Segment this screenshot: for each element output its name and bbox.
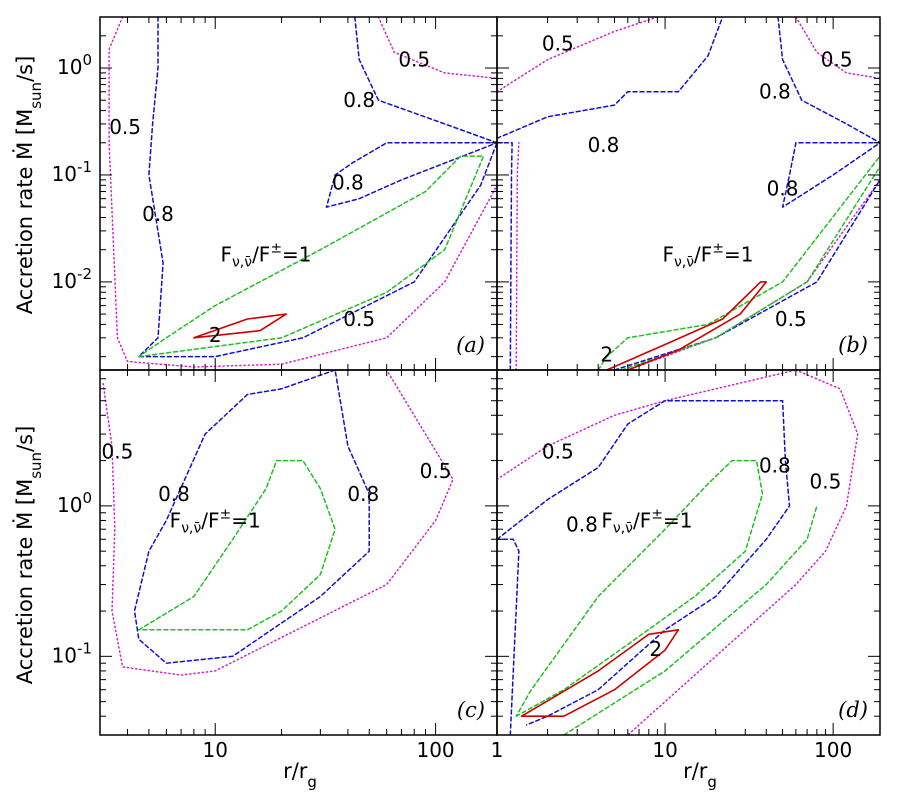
- panel-frame: [99, 369, 498, 736]
- contour-label: 0.8: [759, 80, 791, 104]
- x-tick-label: 1: [491, 738, 504, 762]
- contour-label: 0.5: [109, 115, 141, 139]
- contour-2: [606, 281, 768, 370]
- contour-lines: [497, 370, 859, 735]
- y-tick-label: 10-2: [52, 265, 92, 293]
- flux-ratio-label: Fν,ν̄/F±=1: [220, 241, 311, 271]
- contour-label: 2: [649, 637, 662, 661]
- contour-0.8: [497, 17, 724, 140]
- contour-label: 0.5: [821, 48, 853, 72]
- contour-2: [193, 313, 287, 339]
- ticks: [496, 369, 880, 736]
- contour-label: 2: [209, 323, 222, 347]
- contour-lines: [108, 17, 497, 368]
- x-tick-label: 100: [416, 738, 454, 762]
- x-tick-label: 10: [652, 738, 677, 762]
- panel-a: 100 10-1 10-2 0.5 0.8 0.8 0.5 0.8 0.5 2 Fν,ν̄/F±=1…: [52, 16, 498, 371]
- contour-0.5: [102, 370, 454, 676]
- contour-label: 0.8: [142, 202, 174, 226]
- panel-b: 0.5 0.5 0.8 0.8 0.8 0.5 2 Fν,ν̄/F±=1 (b): [496, 16, 881, 371]
- contour-label: 0.8: [566, 513, 598, 537]
- contour-label: 0.8: [759, 454, 791, 478]
- contour-label: 0.8: [588, 133, 620, 157]
- panels-group: 100 10-1 10-2 0.5 0.8 0.8 0.5 0.8 0.5 2 Fν,ν̄/F±=1…: [52, 16, 881, 762]
- contour-label: 0.5: [398, 48, 430, 72]
- flux-ratio-label: Fν,ν̄/F±=1: [170, 506, 261, 536]
- ticks: [496, 16, 880, 370]
- panel-frame: [496, 369, 881, 736]
- contour-0.8: [497, 142, 513, 370]
- contour-0.8: [354, 17, 497, 144]
- ticks: [99, 369, 497, 736]
- contour-lines: [497, 17, 880, 370]
- panel-label: (b): [838, 333, 868, 357]
- contour-label: 0.5: [775, 307, 807, 331]
- contour-0.5: [627, 370, 859, 735]
- contour-0.5: [108, 17, 497, 368]
- contour-0.8: [781, 142, 880, 208]
- contour-0.8: [138, 17, 497, 358]
- contour-0.5: [497, 370, 797, 481]
- contour-label: 0.5: [810, 470, 842, 494]
- flux-ratio-label: Fν,ν̄/F±=1: [662, 241, 753, 271]
- contour-label: 0.5: [542, 439, 574, 463]
- panel-c: 10 100 100 10-1 0.5 0.8 0.8 0.5 Fν,ν̄/F±=1 (c): [52, 369, 498, 762]
- contour-2: [520, 629, 680, 717]
- panel-label: (a): [456, 333, 485, 357]
- contour-1: [138, 155, 485, 358]
- contour-label: 0.5: [102, 439, 134, 463]
- panel-label: (c): [457, 698, 485, 722]
- contour-lines: [102, 370, 454, 676]
- contour-0.8: [497, 399, 791, 726]
- x-axis-label-left: r/rg: [283, 759, 317, 791]
- contour-0.8: [777, 17, 880, 144]
- contour-0.8: [133, 370, 370, 664]
- contour-0.8: [497, 538, 520, 735]
- flux-ratio-label: Fν,ν̄/F±=1: [601, 506, 692, 536]
- contour-1: [515, 459, 764, 717]
- contour-0.5: [627, 179, 880, 370]
- contour-label: 2: [600, 342, 613, 366]
- y-tick-label: 100: [57, 489, 92, 517]
- ticks: [99, 16, 497, 370]
- contour-label: 0.8: [158, 482, 190, 506]
- x-axis-label-right: r/rg: [683, 759, 717, 791]
- y-tick-label: 100: [57, 51, 92, 79]
- contour-0.8: [325, 142, 497, 208]
- x-tick-label: 10: [202, 738, 227, 762]
- contour-label: 0.5: [420, 459, 452, 483]
- panel-label: (d): [838, 698, 868, 722]
- contour-label: 0.8: [347, 482, 379, 506]
- y-tick-label: 10-1: [52, 158, 92, 186]
- contour-label: 0.5: [542, 31, 574, 55]
- contour-1: [138, 459, 336, 631]
- contour-label: 0.8: [332, 171, 364, 195]
- panel-d: 1 10 100 0.5 0.8 0.8 0.5 2 Fν,ν̄/F±=1 (d): [491, 369, 881, 762]
- contour-1: [563, 505, 818, 735]
- contour-label: 0.8: [767, 176, 799, 200]
- contour-1: [597, 155, 880, 370]
- contour-label: 0.5: [343, 307, 375, 331]
- y-tick-label: 10-1: [52, 639, 92, 667]
- contour-0.5: [377, 17, 497, 80]
- contour-0.5: [515, 142, 520, 370]
- y-axis-label-top: Accretion rate Ṁ [Msun/s]: [12, 56, 45, 315]
- contour-0.8: [613, 179, 880, 370]
- contour-0.5: [795, 17, 880, 80]
- y-axis-label-bottom: Accretion rate Ṁ [Msun/s]: [12, 426, 45, 685]
- contour-0.5: [497, 17, 659, 93]
- contour-label: 0.8: [343, 88, 375, 112]
- x-tick-label: 100: [814, 738, 852, 762]
